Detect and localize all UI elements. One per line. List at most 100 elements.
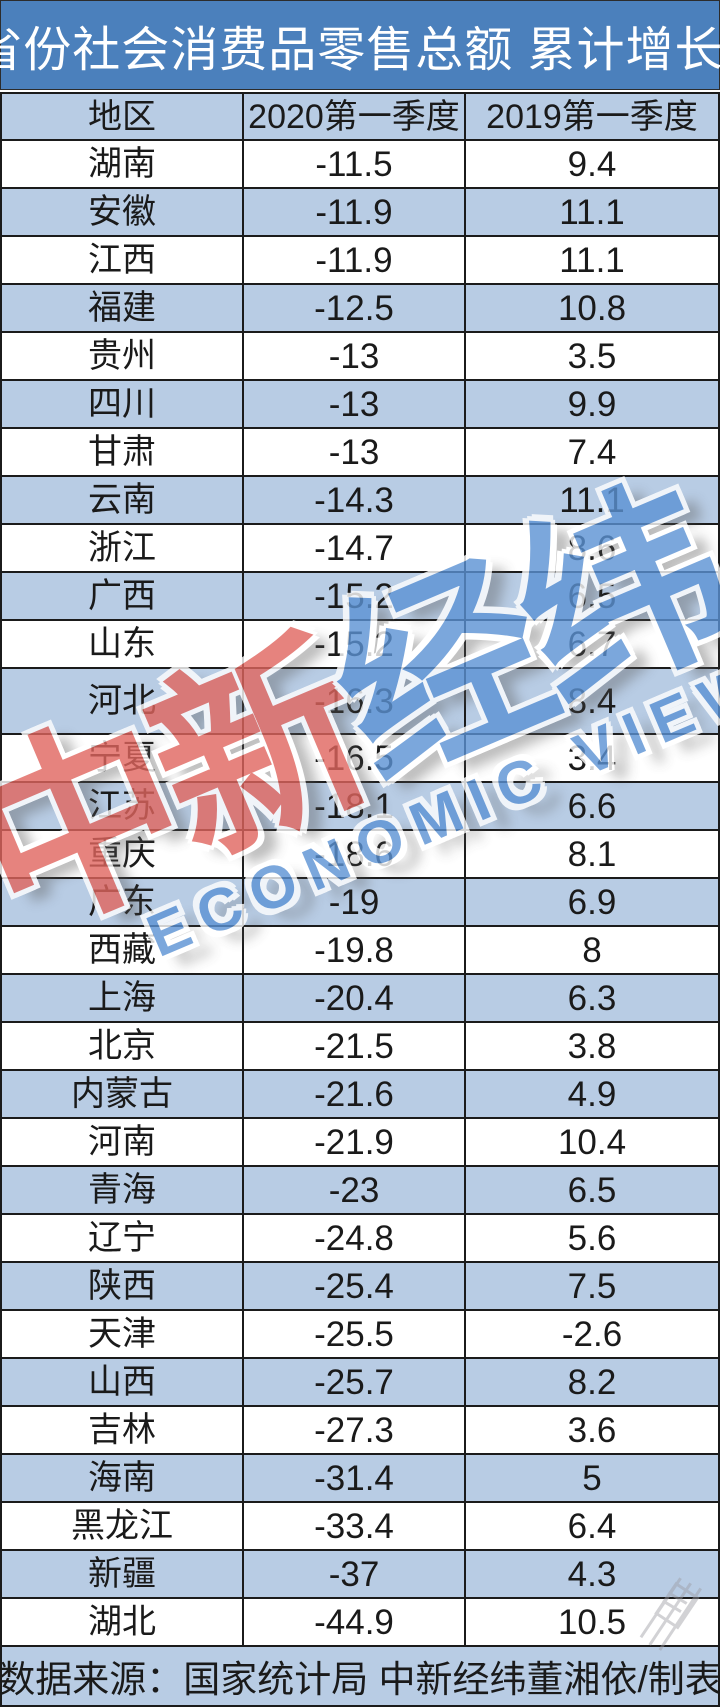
value-2020-cell: -25.5 xyxy=(244,1311,466,1357)
table-row: 广东 -19 6.9 xyxy=(2,879,718,927)
value-2020-cell: -21.9 xyxy=(244,1119,466,1165)
table-row: 海南 -31.4 5 xyxy=(2,1455,718,1503)
table-row: 河北 -16.3 8.4 xyxy=(2,669,718,735)
region-cell: 西藏 xyxy=(2,927,244,973)
region-cell: 内蒙古 xyxy=(2,1071,244,1117)
table-row: 湖北 -44.9 10.5 xyxy=(2,1599,718,1647)
region-cell: 江苏 xyxy=(2,783,244,829)
value-2019-cell: 3.4 xyxy=(567,738,617,778)
value-2019-cell: 8.2 xyxy=(567,1362,617,1402)
region-cell: 上海 xyxy=(2,975,244,1021)
value-2020-cell: -37 xyxy=(244,1551,466,1597)
region-cell: 江西 xyxy=(2,237,244,283)
value-2020-cell: -16.3 xyxy=(244,669,466,733)
table-row: 辽宁 -24.8 5.6 xyxy=(2,1215,718,1263)
table-row: 河南 -21.9 10.4 xyxy=(2,1119,718,1167)
value-2020-cell: -25.4 xyxy=(244,1263,466,1309)
region-cell: 山西 xyxy=(2,1359,244,1405)
region-cell: 陕西 xyxy=(2,1263,244,1309)
value-2020-cell: -33.4 xyxy=(244,1503,466,1549)
region-cell: 福建 xyxy=(2,285,244,331)
table-row: 湖南 -11.5 9.4 xyxy=(2,141,718,189)
value-2019-cell: 3.5 xyxy=(567,336,617,376)
table-row: 浙江 -14.7 8.6 xyxy=(2,525,718,573)
table-body: 湖南 -11.5 9.4 安徽 -11.9 11.1 江西 -11.9 11.1… xyxy=(2,141,718,1647)
value-2020-cell: -13 xyxy=(244,333,466,379)
value-2020-cell: -19.8 xyxy=(244,927,466,973)
source-note: 数据来源：国家统计局 中新经纬董湘依/制表 xyxy=(0,1647,720,1707)
value-2020-cell: -14.7 xyxy=(244,525,466,571)
region-cell: 辽宁 xyxy=(2,1215,244,1261)
table-row: 陕西 -25.4 7.5 xyxy=(2,1263,718,1311)
value-2019-cell: 11.1 xyxy=(559,240,625,280)
value-2019-cell: 5 xyxy=(582,1458,602,1498)
value-2019-cell: 6.3 xyxy=(567,978,617,1018)
table-row: 西藏 -19.8 8 xyxy=(2,927,718,975)
value-2019-cell: 10.4 xyxy=(557,1122,627,1162)
value-2019-cell: 10.8 xyxy=(557,288,627,328)
page-title: 31省份社会消费品零售总额 累计增长(%) xyxy=(0,24,720,77)
value-2020-cell: -11.9 xyxy=(244,189,466,235)
table-row: 山西 -25.7 8.2 xyxy=(2,1359,718,1407)
region-cell: 四川 xyxy=(2,381,244,427)
value-2019-cell: 11.1 xyxy=(559,480,625,520)
table-row: 内蒙古 -21.6 4.9 xyxy=(2,1071,718,1119)
value-2020-cell: -27.3 xyxy=(244,1407,466,1453)
table-row: 江西 -11.9 11.1 xyxy=(2,237,718,285)
region-cell: 甘肃 xyxy=(2,429,244,475)
table-row: 青海 -23 6.5 xyxy=(2,1167,718,1215)
value-2019-cell: 4.9 xyxy=(567,1074,617,1114)
header-2020-q1: 2020第一季度 xyxy=(244,94,466,139)
region-cell: 广东 xyxy=(2,879,244,925)
table-row: 山东 -15.2 6.7 xyxy=(2,621,718,669)
value-2020-cell: -14.3 xyxy=(244,477,466,523)
region-cell: 安徽 xyxy=(2,189,244,235)
value-2019-cell: 7.5 xyxy=(567,1266,617,1306)
region-cell: 北京 xyxy=(2,1023,244,1069)
value-2019-cell: 5.6 xyxy=(567,1218,617,1258)
region-cell: 青海 xyxy=(2,1167,244,1213)
table-row: 四川 -13 9.9 xyxy=(2,381,718,429)
value-2019-cell: 6.5 xyxy=(567,576,617,616)
table-header-row: 地区 2020第一季度 2019第一季度 xyxy=(2,92,718,141)
value-2020-cell: -44.9 xyxy=(244,1599,466,1645)
value-2019-cell: 6.6 xyxy=(567,786,617,826)
table-row: 安徽 -11.9 11.1 xyxy=(2,189,718,237)
value-2020-cell: -25.7 xyxy=(244,1359,466,1405)
value-2019-cell: 11.1 xyxy=(559,192,625,232)
value-2020-cell: -19 xyxy=(244,879,466,925)
title-bar: 31省份社会消费品零售总额 累计增长(%) xyxy=(0,0,720,90)
header-2019-q1: 2019第一季度 xyxy=(486,97,698,136)
region-cell: 海南 xyxy=(2,1455,244,1501)
region-cell: 河北 xyxy=(2,669,244,733)
table-row: 北京 -21.5 3.8 xyxy=(2,1023,718,1071)
value-2020-cell: -31.4 xyxy=(244,1455,466,1501)
table-row: 天津 -25.5 -2.6 xyxy=(2,1311,718,1359)
value-2020-cell: -18.1 xyxy=(244,783,466,829)
value-2019-cell: 6.5 xyxy=(567,1170,617,1210)
region-cell: 宁夏 xyxy=(2,735,244,781)
region-cell: 山东 xyxy=(2,621,244,667)
table-row: 福建 -12.5 10.8 xyxy=(2,285,718,333)
table-row: 甘肃 -13 7.4 xyxy=(2,429,718,477)
table-row: 广西 -15.2 6.5 xyxy=(2,573,718,621)
table-row: 吉林 -27.3 3.6 xyxy=(2,1407,718,1455)
value-2020-cell: -21.5 xyxy=(244,1023,466,1069)
divider xyxy=(0,90,720,92)
value-2020-cell: -15.2 xyxy=(244,621,466,667)
value-2019-cell: 3.8 xyxy=(567,1026,617,1066)
region-cell: 湖南 xyxy=(2,141,244,187)
value-2019-cell: 8.6 xyxy=(567,528,617,568)
region-cell: 广西 xyxy=(2,573,244,619)
region-cell: 湖北 xyxy=(2,1599,244,1645)
region-cell: 吉林 xyxy=(2,1407,244,1453)
table-row: 宁夏 -16.5 3.4 xyxy=(2,735,718,783)
region-cell: 天津 xyxy=(2,1311,244,1357)
value-2020-cell: -11.9 xyxy=(244,237,466,283)
value-2019-cell: 6.9 xyxy=(567,882,617,922)
header-region: 地区 xyxy=(2,94,244,139)
value-2019-cell: 10.5 xyxy=(557,1602,627,1642)
table-row: 新疆 -37 4.3 xyxy=(2,1551,718,1599)
region-cell: 贵州 xyxy=(2,333,244,379)
